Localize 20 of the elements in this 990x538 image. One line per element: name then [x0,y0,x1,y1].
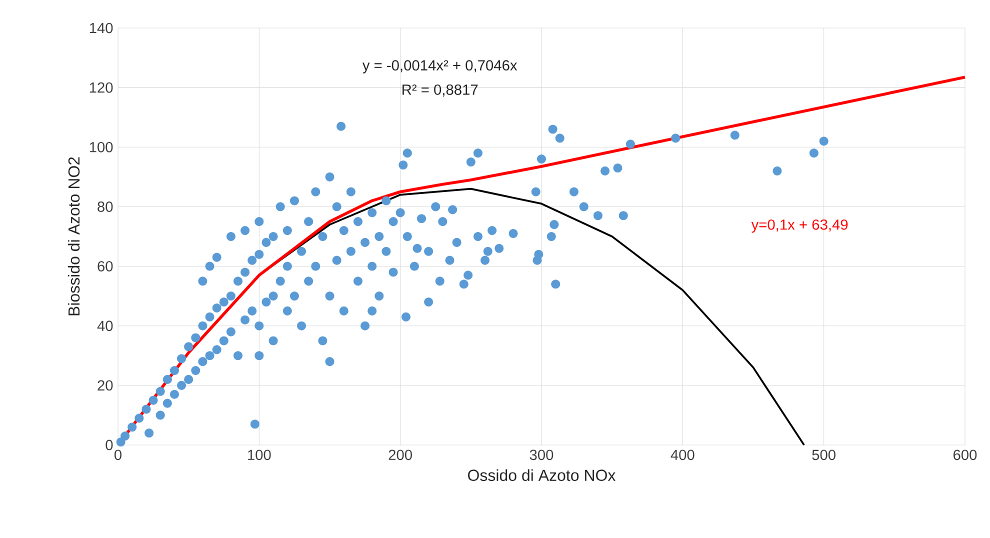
x-tick-label: 500 [812,450,836,460]
y-tick-label: 140 [90,22,113,34]
y-tick-label: 120 [90,82,113,93]
y-tick-label: 0 [106,440,113,450]
x-tick-label: 200 [388,450,412,460]
y-tick-label: 20 [98,380,113,391]
x-axis-title: Ossido di Azoto NOx [468,469,616,481]
y-tick-label: 100 [90,142,113,152]
y-tick-label: 80 [98,202,113,212]
y-axis-title: Biossido di Azoto NO2 [68,157,80,316]
annotation: R² = 0,8817 [402,84,478,97]
x-tick-label: 600 [954,450,977,460]
x-tick-label: 0 [114,450,122,460]
x-tick-label: 100 [248,450,271,460]
annotation: y=0,1x + 63,49 [751,219,848,233]
annotation: y = -0,0014x² + 0,7046x [362,60,518,74]
x-tick-label: 400 [670,450,694,460]
y-tick-label: 40 [97,320,113,332]
x-tick-label: 300 [530,450,554,460]
y-tick-label: 60 [98,261,113,272]
